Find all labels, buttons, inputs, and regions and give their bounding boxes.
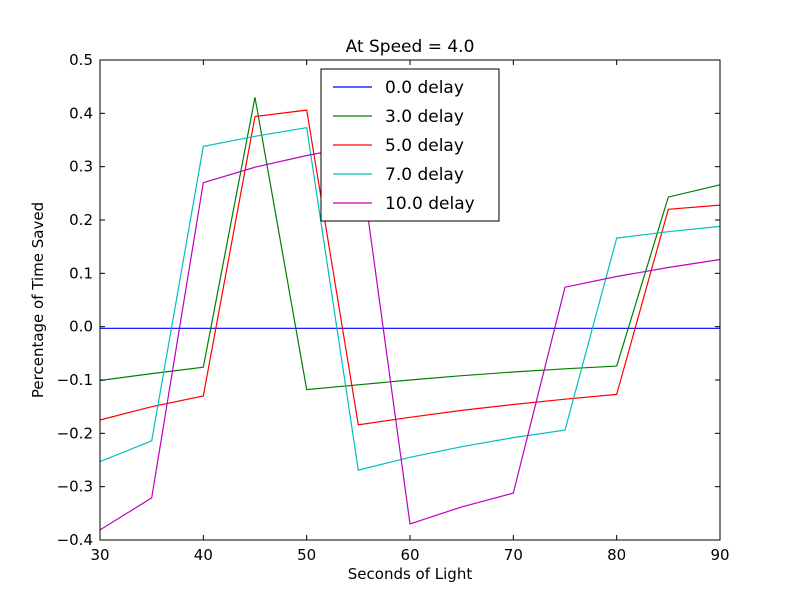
y-tick-label: −0.2	[57, 424, 93, 442]
series-layer	[99, 97, 721, 531]
x-tick-label: 90	[710, 546, 729, 564]
axis-ticks: 30 40 50 60 70 80 90 −0.4 −0.3 −0.2 −0.1 0.0 0.1 0.2 0…	[57, 51, 730, 564]
x-tick-label: 50	[297, 546, 316, 564]
legend-label-2: 5.0 delay	[385, 136, 464, 156]
series-line-4	[99, 145, 721, 531]
y-axis-label: Percentage of Time Saved	[29, 202, 47, 398]
x-tick-label: 80	[607, 546, 626, 564]
legend-label-1: 3.0 delay	[385, 107, 464, 127]
legend-label-4: 10.0 delay	[385, 194, 475, 214]
y-tick-label: 0.0	[69, 318, 93, 336]
y-tick-label: −0.3	[57, 478, 93, 496]
series-line-2	[99, 109, 721, 426]
y-tick-label: 0.3	[69, 158, 93, 176]
y-tick-label: 0.2	[69, 211, 93, 229]
y-tick-label: 0.4	[69, 104, 93, 122]
series-line-3	[99, 127, 721, 471]
y-tick-label: −0.1	[57, 371, 93, 389]
y-tick-label: 0.1	[69, 264, 93, 282]
x-tick-label: 30	[90, 546, 109, 564]
series-line-1	[99, 97, 721, 391]
legend-label-0: 0.0 delay	[385, 78, 464, 98]
chart-title: At Speed = 4.0	[346, 37, 475, 57]
y-tick-label: −0.4	[57, 531, 93, 549]
x-tick-label: 60	[400, 546, 419, 564]
x-tick-label: 40	[194, 546, 213, 564]
x-tick-label: 70	[504, 546, 523, 564]
legend-label-3: 7.0 delay	[385, 165, 464, 185]
x-axis-label: Seconds of Light	[348, 565, 473, 583]
y-tick-label: 0.5	[69, 51, 93, 69]
legend: 0.0 delay 3.0 delay 5.0 delay 7.0 delay 10.0…	[320, 68, 500, 222]
